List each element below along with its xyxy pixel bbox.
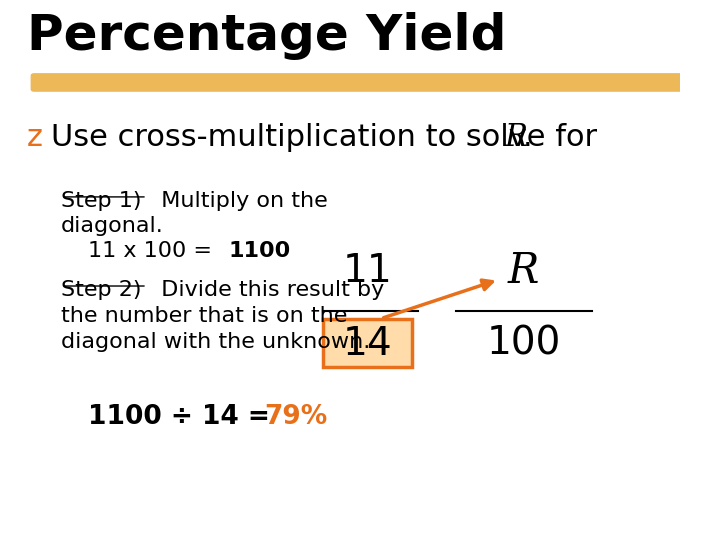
Text: diagonal.: diagonal. bbox=[61, 215, 164, 235]
Text: Divide this result by: Divide this result by bbox=[147, 280, 384, 300]
Text: 1100: 1100 bbox=[228, 241, 291, 261]
Text: 1100 ÷ 14 =: 1100 ÷ 14 = bbox=[89, 404, 279, 430]
Text: 14: 14 bbox=[343, 325, 392, 363]
Text: Step 1): Step 1) bbox=[61, 191, 142, 211]
Text: Percentage Yield: Percentage Yield bbox=[27, 12, 507, 60]
Text: diagonal with the unknown.: diagonal with the unknown. bbox=[61, 332, 371, 352]
Text: 79%: 79% bbox=[264, 404, 327, 430]
Text: 11: 11 bbox=[343, 252, 392, 289]
Text: the number that is on the: the number that is on the bbox=[61, 306, 348, 326]
Text: R: R bbox=[508, 249, 539, 292]
Text: R: R bbox=[505, 122, 528, 153]
Text: Use cross-multiplication to solve for: Use cross-multiplication to solve for bbox=[51, 123, 607, 152]
Text: Step 2): Step 2) bbox=[61, 280, 142, 300]
Text: Multiply on the: Multiply on the bbox=[147, 191, 328, 211]
FancyBboxPatch shape bbox=[31, 73, 684, 92]
Text: .: . bbox=[523, 123, 532, 152]
Text: 100: 100 bbox=[487, 325, 561, 363]
Text: 11 x 100 =: 11 x 100 = bbox=[89, 241, 220, 261]
Bar bbox=[323, 319, 412, 367]
Text: z: z bbox=[27, 123, 43, 152]
